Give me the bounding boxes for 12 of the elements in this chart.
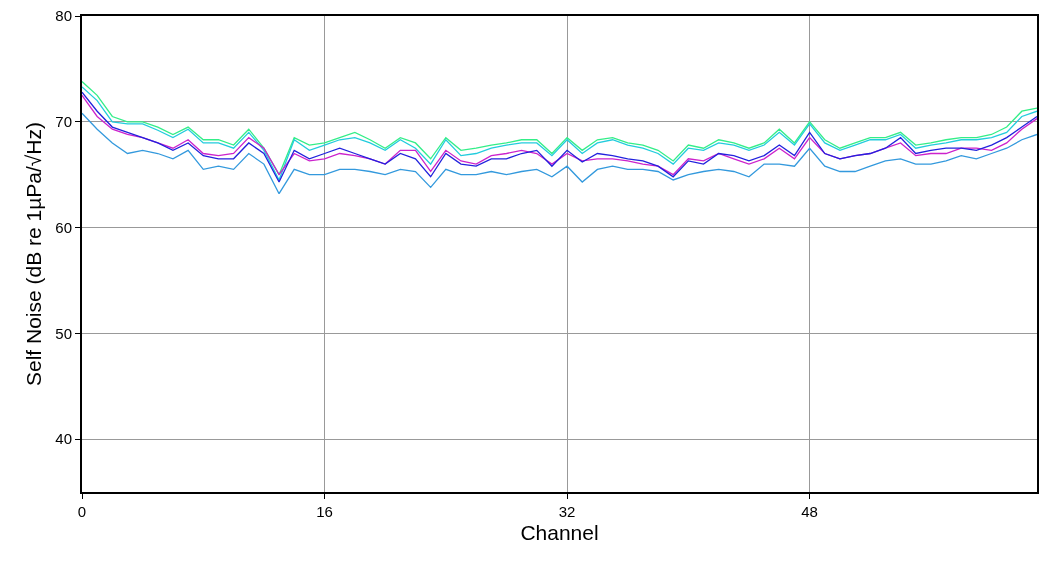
x-tick-label: 32 [558, 503, 576, 520]
x-tick-label: 48 [801, 503, 818, 520]
y-tick-label: 70 [55, 113, 72, 131]
line-series [82, 112, 1037, 195]
y-axis-title: Self Noise (dB re 1µPa/√Hz) [21, 121, 45, 387]
x-tick-label: 16 [316, 503, 333, 520]
y-tick-label: 80 [55, 7, 72, 25]
y-tick-label: 50 [55, 324, 72, 342]
y-tick-label: 40 [55, 430, 72, 448]
x-axis-title: Channel [520, 520, 599, 544]
x-tick-label: 0 [77, 503, 87, 520]
y-tick-label: 60 [55, 218, 72, 236]
